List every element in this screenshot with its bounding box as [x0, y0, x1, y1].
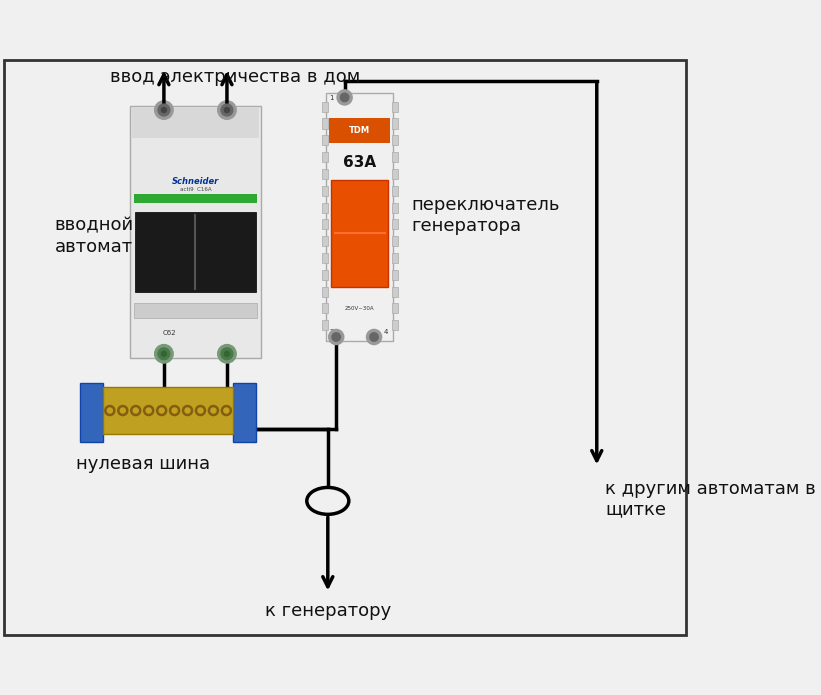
Bar: [131, 106, 260, 358]
Circle shape: [162, 351, 167, 357]
Bar: [322, 320, 328, 330]
Circle shape: [169, 405, 180, 416]
Circle shape: [341, 93, 349, 101]
Bar: [392, 304, 397, 313]
Circle shape: [105, 405, 115, 416]
Bar: [132, 108, 259, 138]
Bar: [233, 383, 256, 442]
Bar: [322, 101, 328, 112]
Circle shape: [108, 408, 112, 413]
Circle shape: [121, 408, 126, 413]
Circle shape: [221, 348, 233, 360]
Circle shape: [211, 408, 216, 413]
Text: 4: 4: [383, 329, 388, 336]
Bar: [392, 202, 397, 213]
Circle shape: [222, 405, 232, 416]
Bar: [392, 169, 397, 179]
Text: вводной
автомат: вводной автомат: [55, 217, 134, 256]
Circle shape: [158, 348, 170, 360]
Circle shape: [131, 405, 140, 416]
Text: Schneider: Schneider: [172, 177, 219, 186]
Circle shape: [218, 101, 236, 120]
Circle shape: [369, 333, 378, 341]
Text: к другим автоматам в
щитке: к другим автоматам в щитке: [605, 480, 816, 518]
Text: нулевая шина: нулевая шина: [76, 455, 210, 473]
Circle shape: [117, 405, 128, 416]
Bar: [392, 186, 397, 196]
Circle shape: [159, 408, 164, 413]
Circle shape: [162, 108, 167, 113]
Bar: [392, 101, 397, 112]
Text: TDM: TDM: [349, 126, 370, 135]
Circle shape: [218, 345, 236, 363]
Bar: [392, 118, 397, 129]
Circle shape: [182, 405, 193, 416]
Circle shape: [224, 351, 229, 357]
Text: ввод электричества в дом: ввод электричества в дом: [110, 68, 360, 86]
Text: 1: 1: [329, 95, 334, 101]
Bar: [392, 320, 397, 330]
Text: к генератору: к генератору: [264, 602, 391, 620]
Bar: [392, 270, 397, 280]
Bar: [322, 220, 328, 229]
Bar: [326, 93, 393, 341]
Bar: [392, 136, 397, 145]
Bar: [392, 286, 397, 297]
Circle shape: [157, 405, 167, 416]
Bar: [329, 118, 390, 143]
Bar: [134, 194, 257, 202]
Circle shape: [224, 108, 229, 113]
Circle shape: [221, 104, 233, 116]
Text: 63А: 63А: [343, 155, 376, 170]
Bar: [322, 253, 328, 263]
Circle shape: [144, 405, 154, 416]
Circle shape: [332, 333, 341, 341]
Bar: [322, 118, 328, 129]
Circle shape: [158, 104, 170, 116]
Text: 2: 2: [329, 329, 334, 336]
Text: C62: C62: [163, 330, 177, 336]
Bar: [103, 387, 233, 434]
Circle shape: [154, 101, 173, 120]
Bar: [322, 169, 328, 179]
Circle shape: [337, 90, 352, 105]
Circle shape: [198, 408, 203, 413]
Bar: [322, 304, 328, 313]
Circle shape: [209, 405, 218, 416]
Circle shape: [185, 408, 190, 413]
Text: переключатель
генератора: переключатель генератора: [412, 196, 561, 234]
Bar: [322, 202, 328, 213]
Circle shape: [224, 408, 229, 413]
Bar: [392, 152, 397, 162]
Bar: [322, 186, 328, 196]
Bar: [392, 236, 397, 246]
Bar: [322, 270, 328, 280]
Bar: [322, 286, 328, 297]
Bar: [135, 212, 255, 293]
Bar: [392, 253, 397, 263]
Bar: [322, 236, 328, 246]
Circle shape: [133, 408, 138, 413]
Circle shape: [328, 329, 344, 345]
Bar: [331, 180, 388, 286]
Bar: [80, 383, 103, 442]
Circle shape: [366, 329, 382, 345]
Circle shape: [172, 408, 177, 413]
Circle shape: [154, 345, 173, 363]
Text: acti9  C16A: acti9 C16A: [180, 188, 211, 193]
Circle shape: [195, 405, 205, 416]
Text: 250V~30A: 250V~30A: [345, 306, 374, 311]
Bar: [134, 302, 257, 318]
Bar: [322, 136, 328, 145]
Bar: [392, 220, 397, 229]
Circle shape: [146, 408, 151, 413]
Bar: [322, 152, 328, 162]
